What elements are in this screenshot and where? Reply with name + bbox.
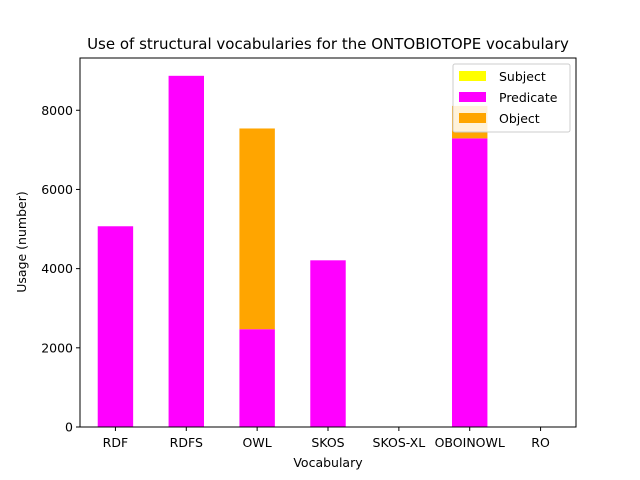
- legend-label-subject: Subject: [499, 69, 546, 84]
- x-tick-label: RO: [531, 435, 550, 450]
- x-tick-label: OWL: [243, 435, 272, 450]
- y-tick-label: 8000: [41, 103, 73, 118]
- y-axis-label: Usage (number): [14, 191, 29, 292]
- plot-area-frame: [79, 57, 577, 428]
- x-tick-label: RDF: [103, 435, 129, 450]
- legend-swatch-object: [459, 113, 486, 123]
- bars-layer: [97, 75, 488, 427]
- y-tick-label: 2000: [41, 340, 73, 355]
- bar-rdf-predicate: [97, 226, 134, 427]
- y-axis-ticks: 0 2000 4000 6000 8000: [41, 103, 80, 435]
- legend-swatch-predicate: [459, 92, 486, 102]
- bar-oboinowl-predicate: [452, 138, 488, 427]
- bar-owl-predicate: [239, 329, 275, 427]
- legend: Subject Predicate Object: [452, 63, 571, 133]
- y-tick-label: 0: [65, 420, 73, 435]
- x-axis-label: Vocabulary: [293, 455, 363, 470]
- legend-label-predicate: Predicate: [499, 90, 558, 105]
- x-tick-label: RDFS: [170, 435, 203, 450]
- legend-label-object: Object: [499, 111, 540, 126]
- bar-skos-predicate: [310, 260, 346, 427]
- x-tick-label: SKOS-XL: [373, 435, 426, 450]
- x-tick-label: SKOS: [311, 435, 344, 450]
- bar-rdfs-predicate: [168, 75, 204, 427]
- x-tick-label: OBOINOWL: [435, 435, 505, 450]
- bar-owl-object: [239, 128, 275, 330]
- x-axis-ticks: RDF RDFS OWL SKOS SKOS-XL OBOINOWL RO: [103, 427, 550, 450]
- legend-swatch-subject: [459, 71, 486, 81]
- y-tick-label: 4000: [41, 261, 73, 276]
- y-tick-label: 6000: [41, 182, 73, 197]
- chart-title: Use of structural vocabularies for the O…: [87, 35, 569, 53]
